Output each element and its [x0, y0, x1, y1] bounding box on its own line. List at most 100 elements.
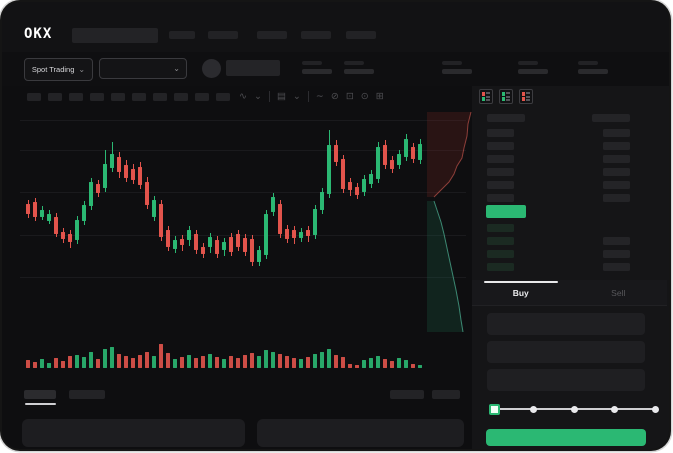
- candle: [82, 205, 86, 221]
- candle: [250, 239, 254, 262]
- candlestick-chart[interactable]: [22, 110, 428, 332]
- volume-bar: [404, 360, 408, 368]
- orderbook-view-toggles: [479, 89, 533, 104]
- okx-logo: OKX: [24, 26, 53, 42]
- volume-bar: [250, 353, 254, 368]
- candle: [264, 214, 268, 255]
- timeframe-button[interactable]: [216, 93, 230, 101]
- timeframe-button[interactable]: [132, 93, 146, 101]
- volume-bar: [54, 358, 58, 368]
- bottom-tab-active[interactable]: [24, 390, 56, 399]
- candle: [229, 237, 233, 252]
- volume-bar: [180, 357, 184, 368]
- timeframe-button[interactable]: [174, 93, 188, 101]
- nav-item[interactable]: [346, 31, 376, 39]
- candle-type-icon[interactable]: ▤: [276, 91, 286, 102]
- candle: [187, 230, 191, 240]
- candle: [173, 240, 177, 249]
- ask-price-placeholder: [487, 168, 514, 176]
- total-input[interactable]: [487, 369, 645, 391]
- bottom-tab-2[interactable]: [69, 390, 105, 399]
- stat-label: [578, 61, 598, 65]
- tab-label: Sell: [611, 287, 626, 298]
- gridline: [20, 120, 466, 121]
- compare-icon[interactable]: ⊘: [330, 91, 339, 102]
- volume-bar: [145, 352, 149, 368]
- candle: [362, 179, 366, 192]
- candle: [299, 232, 303, 238]
- line-style-icon[interactable]: ∿: [239, 91, 247, 102]
- app-window: OKX Spot Trading ⌄ ⌄ ∿ ⌄ ▤ ⌄ ∼ ⊘ ⊡ ⊙ ⊞ Buy Sell: [2, 2, 669, 449]
- nav-item[interactable]: [169, 31, 195, 39]
- volume-bar: [299, 359, 303, 368]
- orderbook-combined-icon[interactable]: [479, 89, 493, 104]
- orderbook-bids-icon[interactable]: [499, 89, 513, 104]
- timeframe-button[interactable]: [69, 93, 83, 101]
- chevron-down-icon[interactable]: ⌄: [253, 91, 262, 102]
- candle: [110, 154, 114, 168]
- chevron-down-icon[interactable]: ⌄: [292, 91, 301, 102]
- candle: [152, 200, 156, 217]
- indicators-icon[interactable]: ∼: [315, 91, 324, 102]
- volume-bar: [348, 364, 352, 368]
- gridline: [20, 192, 466, 193]
- volume-bar: [138, 355, 142, 368]
- ask-price-placeholder: [487, 181, 514, 189]
- tab-label: Buy: [512, 287, 529, 298]
- last-price-badge: [486, 205, 526, 218]
- volume-bar: [68, 356, 72, 368]
- candle: [75, 220, 79, 240]
- market-type-dropdown[interactable]: Spot Trading ⌄: [24, 58, 93, 81]
- timeframe-button[interactable]: [195, 93, 209, 101]
- divider: [268, 91, 270, 102]
- bottom-action-1[interactable]: [390, 390, 424, 399]
- ask-amount-placeholder: [603, 181, 630, 189]
- stat-value: [442, 69, 472, 74]
- tab-buy[interactable]: Buy: [472, 280, 570, 305]
- volume-bar: [194, 358, 198, 368]
- nav-item[interactable]: [301, 31, 331, 39]
- slider-stop[interactable]: [570, 405, 578, 413]
- gridline: [20, 150, 466, 151]
- orderbook-asks-icon[interactable]: [519, 89, 533, 104]
- slider-stop[interactable]: [529, 405, 537, 413]
- volume-bar: [285, 356, 289, 368]
- slider-stop[interactable]: [489, 403, 500, 415]
- candle: [166, 230, 170, 247]
- nav-item[interactable]: [208, 31, 238, 39]
- stat-label: [344, 61, 364, 65]
- candle: [201, 247, 205, 254]
- fullscreen-icon[interactable]: ⊞: [375, 91, 384, 102]
- pair-selector-dropdown[interactable]: ⌄: [99, 58, 187, 79]
- candle: [54, 217, 58, 234]
- settings-icon[interactable]: ⊙: [360, 91, 369, 102]
- volume-pane: [22, 341, 428, 368]
- candle: [243, 238, 247, 252]
- timeframe-button[interactable]: [27, 93, 41, 101]
- nav-item[interactable]: [257, 31, 287, 39]
- timeframe-button[interactable]: [90, 93, 104, 101]
- volume-bar: [362, 360, 366, 368]
- ask-amount-placeholder: [603, 168, 630, 176]
- snapshot-icon[interactable]: ⊡: [345, 91, 354, 102]
- volume-bar: [131, 358, 135, 368]
- slider-stop[interactable]: [652, 405, 660, 413]
- price-input[interactable]: [487, 313, 645, 335]
- volume-bar: [236, 358, 240, 368]
- timeframe-button[interactable]: [48, 93, 62, 101]
- slider-stop[interactable]: [611, 405, 619, 413]
- candle: [138, 167, 142, 185]
- amount-input[interactable]: [487, 341, 645, 363]
- candle: [278, 204, 282, 234]
- tab-sell[interactable]: Sell: [570, 280, 668, 305]
- timeframe-button[interactable]: [153, 93, 167, 101]
- candle: [411, 147, 415, 159]
- timeframe-button[interactable]: [111, 93, 125, 101]
- bid-price-placeholder: [487, 237, 514, 245]
- bottom-action-2[interactable]: [432, 390, 460, 399]
- buy-submit-button[interactable]: [486, 429, 646, 446]
- candle: [418, 144, 422, 160]
- search-input[interactable]: [72, 28, 158, 43]
- candle: [320, 192, 324, 210]
- volume-bar: [320, 352, 324, 368]
